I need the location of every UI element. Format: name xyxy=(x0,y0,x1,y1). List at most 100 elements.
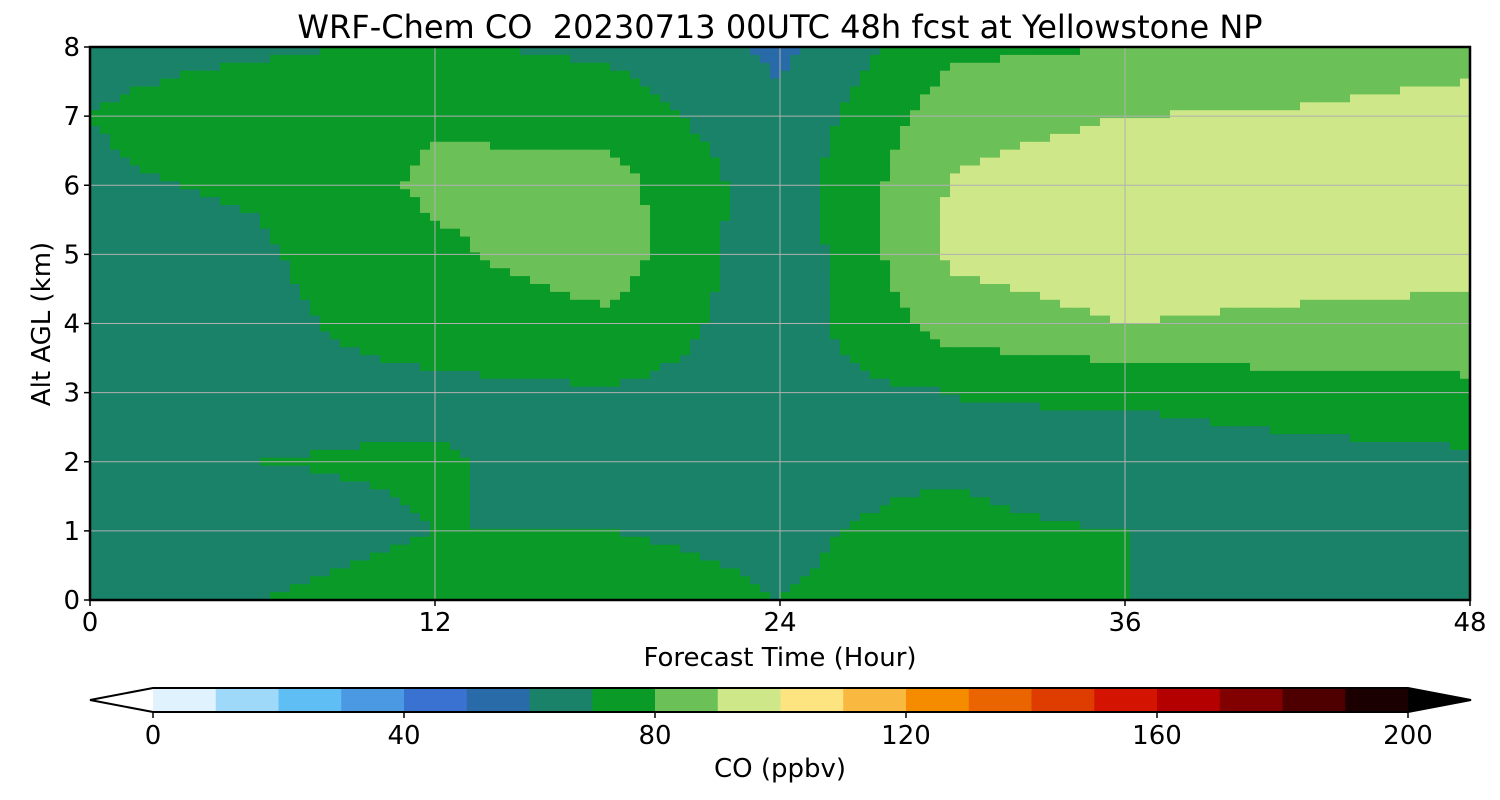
heatmap-cell xyxy=(930,110,941,119)
heatmap-cell xyxy=(440,260,451,269)
heatmap-cell xyxy=(1290,197,1301,206)
heatmap-cell xyxy=(1200,252,1211,261)
heatmap-cell xyxy=(1220,118,1231,127)
heatmap-cell xyxy=(810,165,821,174)
heatmap-cell xyxy=(1260,70,1271,80)
heatmap-cell xyxy=(830,268,841,277)
heatmap-cell xyxy=(1340,102,1351,111)
heatmap-cell xyxy=(320,236,331,246)
heatmap-cell xyxy=(760,173,771,182)
heatmap-cell xyxy=(100,315,111,325)
heatmap-cell xyxy=(730,54,741,64)
heatmap-cell xyxy=(860,197,871,206)
heatmap-cell xyxy=(660,236,671,246)
heatmap-cell xyxy=(1130,197,1141,206)
heatmap-cell xyxy=(1010,284,1021,293)
heatmap-cell xyxy=(170,94,181,103)
heatmap-cell xyxy=(1060,323,1071,332)
heatmap-cell xyxy=(270,299,281,309)
heatmap-cell xyxy=(370,102,381,111)
heatmap-cell xyxy=(1370,260,1381,269)
heatmap-cell xyxy=(860,157,871,167)
heatmap-cell xyxy=(630,299,641,309)
heatmap-cell xyxy=(1000,323,1011,332)
heatmap-cell xyxy=(410,323,421,332)
heatmap-cell xyxy=(190,149,201,159)
heatmap-cell xyxy=(110,228,121,238)
heatmap-cell xyxy=(1220,244,1231,253)
heatmap-cell xyxy=(1110,47,1121,56)
heatmap-cell xyxy=(1200,291,1211,301)
heatmap-cell xyxy=(110,205,121,214)
heatmap-cell xyxy=(170,236,181,246)
heatmap-cell xyxy=(350,205,361,214)
heatmap-cell xyxy=(670,126,681,135)
heatmap-cell xyxy=(220,197,231,206)
heatmap-cell xyxy=(320,94,331,103)
heatmap-cell xyxy=(800,212,811,222)
heatmap-cell xyxy=(1240,252,1251,261)
heatmap-cell xyxy=(290,141,301,151)
heatmap-cell xyxy=(320,78,331,88)
heatmap-cell xyxy=(150,94,161,103)
heatmap-cell xyxy=(810,268,821,277)
heatmap-cell xyxy=(670,260,681,269)
heatmap-cell xyxy=(270,197,281,206)
heatmap-cell xyxy=(680,165,691,174)
heatmap-cell xyxy=(360,102,371,111)
heatmap-cell xyxy=(670,118,681,127)
heatmap-cell xyxy=(830,197,841,206)
heatmap-cell xyxy=(100,149,111,159)
heatmap-cell xyxy=(920,315,931,325)
heatmap-cell xyxy=(790,197,801,206)
heatmap-cell xyxy=(1130,299,1141,309)
heatmap-cell xyxy=(390,189,401,198)
heatmap-cell xyxy=(1400,86,1411,95)
heatmap-cell xyxy=(1330,173,1341,182)
heatmap-cell xyxy=(710,284,721,293)
heatmap-cell xyxy=(760,62,771,72)
heatmap-cell xyxy=(1130,228,1141,238)
heatmap-cell xyxy=(1010,118,1021,127)
heatmap-cell xyxy=(1010,102,1021,111)
heatmap-cell xyxy=(590,315,601,325)
heatmap-cell xyxy=(110,126,121,135)
heatmap-cell xyxy=(220,149,231,159)
heatmap-cell xyxy=(220,70,231,80)
heatmap-cell xyxy=(470,323,481,332)
heatmap-cell xyxy=(1110,157,1121,167)
heatmap-cell xyxy=(1110,291,1121,301)
heatmap-cell xyxy=(1460,133,1470,143)
heatmap-cell xyxy=(200,212,211,222)
heatmap-cell xyxy=(1030,94,1041,103)
heatmap-cell xyxy=(470,252,481,261)
heatmap-cell xyxy=(1280,276,1291,285)
heatmap-cell xyxy=(580,284,591,293)
heatmap-cell xyxy=(1320,260,1331,269)
heatmap-cell xyxy=(640,102,651,111)
heatmap-cell xyxy=(1220,149,1231,159)
heatmap-cell xyxy=(1010,268,1021,277)
heatmap-cell xyxy=(1430,47,1441,56)
heatmap-cell xyxy=(180,165,191,174)
heatmap-cell xyxy=(740,47,751,56)
heatmap-cell xyxy=(1350,228,1361,238)
heatmap-cell xyxy=(530,141,541,151)
heatmap-cell xyxy=(350,260,361,269)
heatmap-cell xyxy=(1370,102,1381,111)
heatmap-cell xyxy=(470,189,481,198)
heatmap-cell xyxy=(1280,189,1291,198)
heatmap-cell xyxy=(1460,70,1470,80)
heatmap-cell xyxy=(930,220,941,230)
heatmap-cell xyxy=(1030,149,1041,159)
heatmap-cell xyxy=(900,252,911,261)
heatmap-cell xyxy=(940,94,951,103)
heatmap-cell xyxy=(310,291,321,301)
heatmap-cell xyxy=(370,133,381,143)
heatmap-cell xyxy=(1070,291,1081,301)
heatmap-cell xyxy=(510,244,521,253)
heatmap-cell xyxy=(800,149,811,159)
heatmap-cell xyxy=(1010,276,1021,285)
heatmap-cell xyxy=(390,157,401,167)
heatmap-cell xyxy=(1220,299,1231,309)
